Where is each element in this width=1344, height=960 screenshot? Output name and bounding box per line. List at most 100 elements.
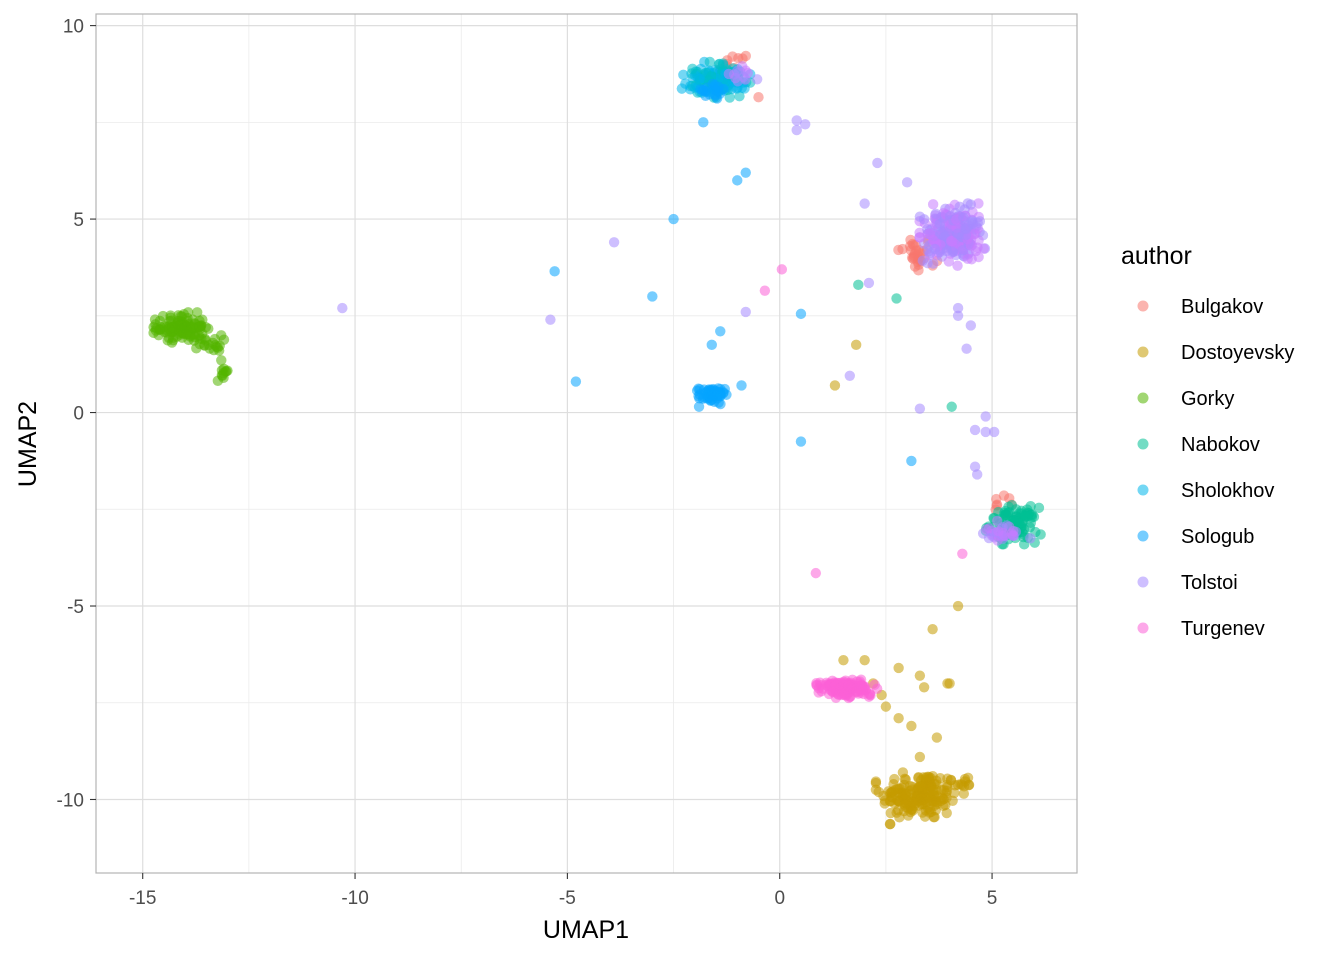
data-point bbox=[993, 526, 1004, 537]
data-points bbox=[148, 50, 1046, 830]
legend-label-nabokov: Nabokov bbox=[1181, 434, 1260, 456]
y-axis-title: UMAP2 bbox=[14, 401, 42, 487]
x-tick-label: -15 bbox=[129, 888, 156, 909]
data-point bbox=[934, 772, 946, 784]
data-point bbox=[691, 385, 703, 396]
legend-key-sologub bbox=[1137, 530, 1149, 542]
legend-label-sologub: Sologub bbox=[1181, 526, 1254, 548]
data-point bbox=[962, 253, 973, 264]
data-point bbox=[186, 322, 198, 333]
data-point bbox=[980, 411, 991, 422]
data-point bbox=[901, 177, 913, 188]
data-point bbox=[893, 662, 904, 674]
data-point bbox=[800, 119, 811, 130]
data-point bbox=[929, 243, 941, 255]
x-tick-label: 0 bbox=[774, 888, 785, 909]
data-point bbox=[914, 232, 925, 243]
legend-label-tolstoi: Tolstoi bbox=[1181, 572, 1238, 594]
data-point bbox=[973, 251, 984, 263]
data-point bbox=[182, 312, 193, 324]
data-point bbox=[924, 228, 936, 239]
data-point bbox=[930, 208, 941, 220]
data-point bbox=[913, 265, 924, 276]
y-tick-label: 0 bbox=[73, 404, 84, 425]
data-point bbox=[853, 279, 864, 291]
legend-key-nabokov bbox=[1137, 438, 1149, 450]
data-point bbox=[917, 807, 928, 818]
data-point bbox=[906, 455, 917, 467]
data-point bbox=[1028, 511, 1040, 523]
data-point bbox=[676, 83, 688, 94]
data-point bbox=[194, 321, 205, 333]
data-point bbox=[759, 285, 771, 296]
data-point bbox=[570, 376, 582, 387]
data-point bbox=[957, 548, 968, 559]
data-point bbox=[952, 228, 963, 239]
data-point bbox=[969, 424, 981, 436]
legend-key-bulgakov bbox=[1137, 300, 1149, 312]
data-point bbox=[958, 212, 969, 223]
data-point bbox=[859, 654, 870, 666]
data-point bbox=[549, 266, 560, 277]
data-point bbox=[946, 235, 958, 247]
data-point bbox=[668, 213, 679, 225]
legend: author Bulgakov Dostoyevsky Gorky Nabokov Sh… bbox=[1121, 242, 1294, 640]
data-point bbox=[1020, 510, 1031, 522]
data-point bbox=[811, 680, 823, 691]
legend-label-dostoyevsky: Dostoyevsky bbox=[1181, 342, 1294, 364]
y-tick-label: -5 bbox=[67, 597, 84, 618]
data-point bbox=[647, 291, 658, 302]
data-point bbox=[934, 218, 945, 229]
data-point bbox=[751, 74, 763, 85]
data-point bbox=[838, 688, 850, 699]
data-point bbox=[795, 308, 807, 320]
series-tolstoi bbox=[337, 61, 1036, 546]
data-point bbox=[706, 339, 717, 351]
data-point bbox=[965, 320, 977, 331]
legend-key-gorky bbox=[1137, 392, 1149, 404]
data-point bbox=[851, 686, 863, 697]
data-point bbox=[1025, 533, 1036, 544]
data-point bbox=[972, 469, 983, 480]
data-point bbox=[952, 310, 964, 322]
legend-label-turgenev: Turgenev bbox=[1181, 618, 1265, 640]
data-point bbox=[194, 338, 205, 350]
data-point bbox=[981, 524, 992, 535]
data-point bbox=[608, 237, 620, 248]
data-point bbox=[687, 63, 698, 74]
data-point bbox=[859, 198, 870, 209]
data-point bbox=[952, 302, 964, 314]
data-point bbox=[906, 720, 917, 732]
data-point bbox=[887, 786, 899, 797]
data-point bbox=[715, 326, 726, 337]
data-point bbox=[712, 386, 723, 397]
data-point bbox=[884, 818, 896, 830]
data-point bbox=[776, 264, 788, 275]
data-point bbox=[917, 255, 929, 266]
data-point bbox=[918, 682, 930, 693]
plot-panel bbox=[96, 14, 1077, 873]
data-point bbox=[988, 426, 1000, 438]
legend-label-gorky: Gorky bbox=[1181, 388, 1234, 410]
data-point bbox=[753, 91, 764, 103]
data-point bbox=[791, 124, 802, 136]
data-point bbox=[960, 229, 972, 241]
data-point bbox=[918, 772, 929, 783]
data-point bbox=[885, 807, 896, 819]
data-point bbox=[893, 713, 904, 724]
data-point bbox=[795, 436, 807, 447]
data-point bbox=[873, 786, 884, 798]
data-point bbox=[863, 277, 875, 289]
legend-key-dostoyevsky bbox=[1137, 346, 1149, 358]
data-point bbox=[928, 785, 939, 796]
data-point bbox=[941, 779, 953, 791]
data-point bbox=[947, 795, 958, 806]
data-point bbox=[927, 199, 939, 210]
data-point bbox=[879, 798, 890, 809]
data-point bbox=[337, 302, 348, 314]
data-point bbox=[927, 624, 938, 635]
data-point bbox=[899, 799, 911, 811]
data-point bbox=[897, 767, 909, 778]
legend-key-tolstoi bbox=[1137, 576, 1149, 588]
data-point bbox=[955, 779, 966, 790]
